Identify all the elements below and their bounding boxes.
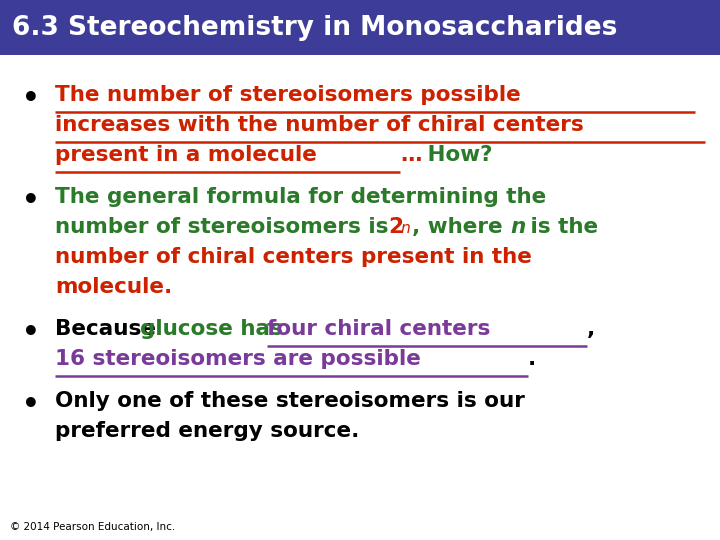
Text: four chiral centers: four chiral centers bbox=[267, 319, 490, 339]
Text: © 2014 Pearson Education, Inc.: © 2014 Pearson Education, Inc. bbox=[10, 522, 175, 532]
Text: The number of stereoisomers possible: The number of stereoisomers possible bbox=[55, 85, 521, 105]
Text: •: • bbox=[22, 319, 40, 347]
Text: •: • bbox=[22, 187, 40, 215]
Text: The general formula for determining the: The general formula for determining the bbox=[55, 187, 546, 207]
Text: number of chiral centers present in the: number of chiral centers present in the bbox=[55, 247, 532, 267]
Text: .: . bbox=[528, 349, 536, 369]
FancyBboxPatch shape bbox=[0, 0, 720, 55]
Text: present in a molecule: present in a molecule bbox=[55, 145, 317, 165]
Text: •: • bbox=[22, 391, 40, 419]
Text: 6.3 Stereochemistry in Monosaccharides: 6.3 Stereochemistry in Monosaccharides bbox=[12, 15, 617, 41]
Text: increases with the number of chiral centers: increases with the number of chiral cent… bbox=[55, 115, 584, 135]
Text: How?: How? bbox=[420, 145, 492, 165]
Text: n: n bbox=[510, 217, 526, 237]
Text: 16 stereoisomers are possible: 16 stereoisomers are possible bbox=[55, 349, 421, 369]
Text: n: n bbox=[400, 221, 410, 236]
Text: is the: is the bbox=[523, 217, 598, 237]
Text: ,: , bbox=[587, 319, 595, 339]
Text: number of stereoisomers is: number of stereoisomers is bbox=[55, 217, 396, 237]
Text: •: • bbox=[22, 85, 40, 113]
Text: molecule.: molecule. bbox=[55, 277, 172, 297]
Text: preferred energy source.: preferred energy source. bbox=[55, 421, 359, 441]
Text: Because: Because bbox=[55, 319, 163, 339]
Text: , where: , where bbox=[412, 217, 510, 237]
Text: …: … bbox=[400, 145, 421, 165]
Text: Only one of these stereoisomers is our: Only one of these stereoisomers is our bbox=[55, 391, 525, 411]
Text: glucose has: glucose has bbox=[140, 319, 290, 339]
Text: 2: 2 bbox=[388, 217, 403, 237]
